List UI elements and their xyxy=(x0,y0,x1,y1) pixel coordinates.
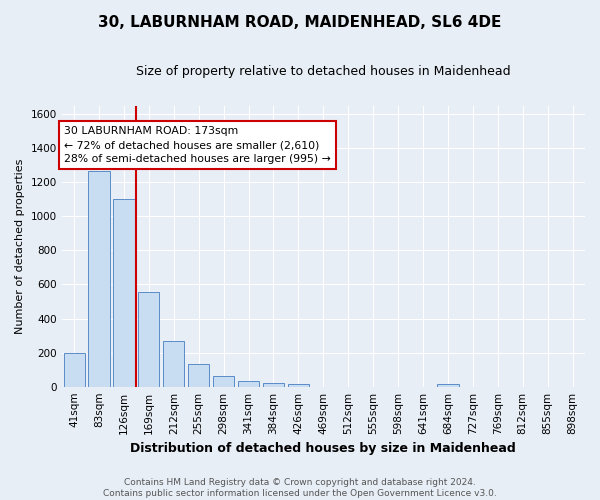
Bar xyxy=(113,200,134,386)
Bar xyxy=(64,353,85,386)
Bar xyxy=(138,292,160,386)
Bar xyxy=(437,384,458,386)
Bar xyxy=(163,340,184,386)
Bar xyxy=(188,364,209,386)
Bar xyxy=(213,376,234,386)
X-axis label: Distribution of detached houses by size in Maidenhead: Distribution of detached houses by size … xyxy=(130,442,516,455)
Text: 30 LABURNHAM ROAD: 173sqm
← 72% of detached houses are smaller (2,610)
28% of se: 30 LABURNHAM ROAD: 173sqm ← 72% of detac… xyxy=(64,126,331,164)
Bar xyxy=(88,171,110,386)
Title: Size of property relative to detached houses in Maidenhead: Size of property relative to detached ho… xyxy=(136,65,511,78)
Bar xyxy=(238,380,259,386)
Text: 30, LABURNHAM ROAD, MAIDENHEAD, SL6 4DE: 30, LABURNHAM ROAD, MAIDENHEAD, SL6 4DE xyxy=(98,15,502,30)
Y-axis label: Number of detached properties: Number of detached properties xyxy=(15,158,25,334)
Text: Contains HM Land Registry data © Crown copyright and database right 2024.
Contai: Contains HM Land Registry data © Crown c… xyxy=(103,478,497,498)
Bar xyxy=(288,384,309,386)
Bar xyxy=(263,384,284,386)
